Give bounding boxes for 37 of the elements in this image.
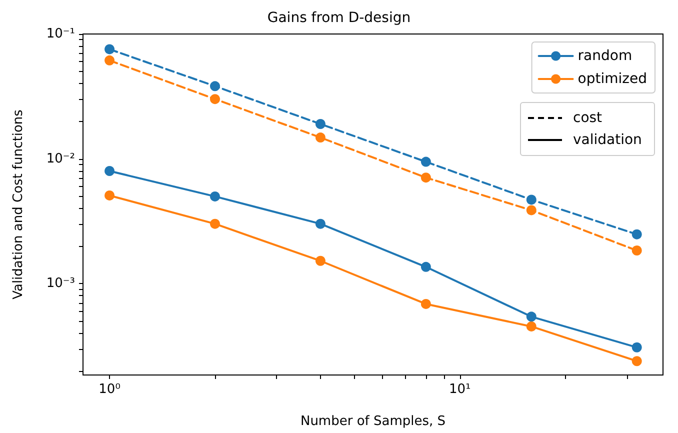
point	[315, 256, 326, 266]
style-key: cost validation	[520, 102, 655, 156]
point	[632, 246, 642, 256]
x-tick-label: 10⁰	[98, 382, 120, 397]
annotation: cost	[573, 110, 602, 126]
point	[420, 298, 431, 309]
point	[104, 44, 115, 54]
legend-label: optimized	[578, 71, 648, 87]
point	[210, 191, 220, 202]
point	[526, 321, 536, 332]
point	[420, 172, 431, 183]
y-tick-label: 10⁻³	[46, 276, 75, 292]
point	[526, 205, 536, 216]
chart-title: Gains from D-design	[267, 10, 411, 26]
x-tick-label: 10¹	[448, 382, 471, 397]
point	[104, 166, 115, 176]
y-tick-label: 10⁻¹	[46, 26, 75, 42]
point	[420, 156, 431, 167]
point	[526, 194, 536, 205]
point	[632, 356, 642, 366]
point	[104, 190, 115, 200]
point	[210, 81, 220, 92]
point	[632, 229, 642, 240]
point	[420, 262, 431, 272]
x-axis-title: Number of Samples, S	[300, 414, 446, 429]
y-axis-title: Validation and Cost functions	[11, 109, 26, 300]
point	[104, 55, 115, 66]
point	[315, 132, 326, 143]
point	[315, 119, 326, 129]
legend-label: random	[578, 48, 632, 64]
point	[632, 342, 642, 352]
point	[526, 312, 536, 322]
annotation: validation	[573, 132, 642, 148]
point	[210, 94, 220, 104]
y-tick-label: 10⁻²	[46, 151, 75, 166]
point	[210, 218, 220, 229]
point	[315, 218, 326, 229]
